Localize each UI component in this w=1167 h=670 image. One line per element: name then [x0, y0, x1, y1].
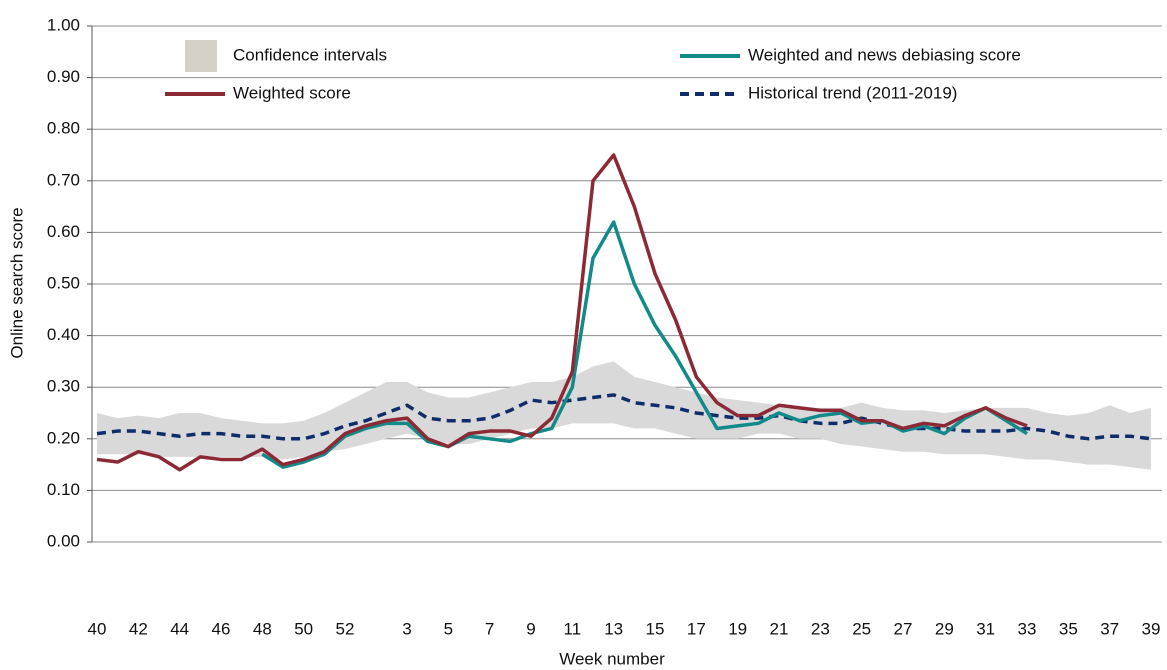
x-tick-label: 15: [646, 619, 665, 638]
x-tick-label: 46: [212, 619, 231, 638]
y-axis-label: Online search score: [7, 207, 26, 358]
x-tick-label: 23: [811, 619, 830, 638]
y-tick-label: 0.30: [47, 377, 80, 396]
y-tick-label: 0.70: [47, 170, 80, 189]
x-tick-label: 3: [402, 619, 411, 638]
x-axis-label: Week number: [559, 649, 665, 668]
x-tick-label: 31: [976, 619, 995, 638]
y-tick-label: 0.50: [47, 273, 80, 292]
x-tick-label: 40: [88, 619, 107, 638]
x-tick-label: 42: [129, 619, 148, 638]
x-tick-label: 27: [894, 619, 913, 638]
x-tick-label: 52: [336, 619, 355, 638]
x-tick-label: 11: [564, 619, 582, 638]
y-tick-label: 0.60: [47, 222, 80, 241]
x-tick-label: 13: [604, 619, 623, 638]
y-tick-label: 1.00: [47, 15, 80, 34]
y-tick-label: 0.40: [47, 325, 80, 344]
x-tick-label: 35: [1059, 619, 1078, 638]
y-tick-label: 0.10: [47, 480, 80, 499]
y-tick-label: 0.20: [47, 428, 80, 447]
legend-label: Weighted and news debiasing score: [748, 45, 1021, 64]
x-tick-label: 9: [526, 619, 535, 638]
x-tick-label: 7: [485, 619, 494, 638]
x-tick-label: 19: [728, 619, 747, 638]
series-line: [96, 153, 1028, 472]
x-tick-label: 44: [170, 619, 189, 638]
legend-label: Confidence intervals: [233, 45, 387, 64]
x-tick-label: 33: [1018, 619, 1037, 638]
x-tick-label: 48: [253, 619, 272, 638]
y-tick-label: 0.80: [47, 119, 80, 138]
legend-swatch: [185, 40, 217, 72]
series-line: [96, 393, 1152, 441]
y-tick-label: 0.90: [47, 67, 80, 86]
x-tick-label: 37: [1100, 619, 1119, 638]
x-tick-label: 17: [687, 619, 706, 638]
legend-label: Weighted score: [233, 83, 351, 102]
x-tick-label: 21: [770, 619, 789, 638]
x-tick-label: 29: [935, 619, 954, 638]
series-line: [261, 220, 1028, 469]
legend-label: Historical trend (2011-2019): [748, 83, 957, 102]
x-tick-label: 50: [294, 619, 313, 638]
x-tick-label: 25: [852, 619, 871, 638]
confidence-band: [97, 361, 1151, 470]
x-tick-label: 39: [1142, 619, 1161, 638]
y-tick-label: 0.00: [47, 531, 80, 550]
x-tick-label: 5: [444, 619, 453, 638]
